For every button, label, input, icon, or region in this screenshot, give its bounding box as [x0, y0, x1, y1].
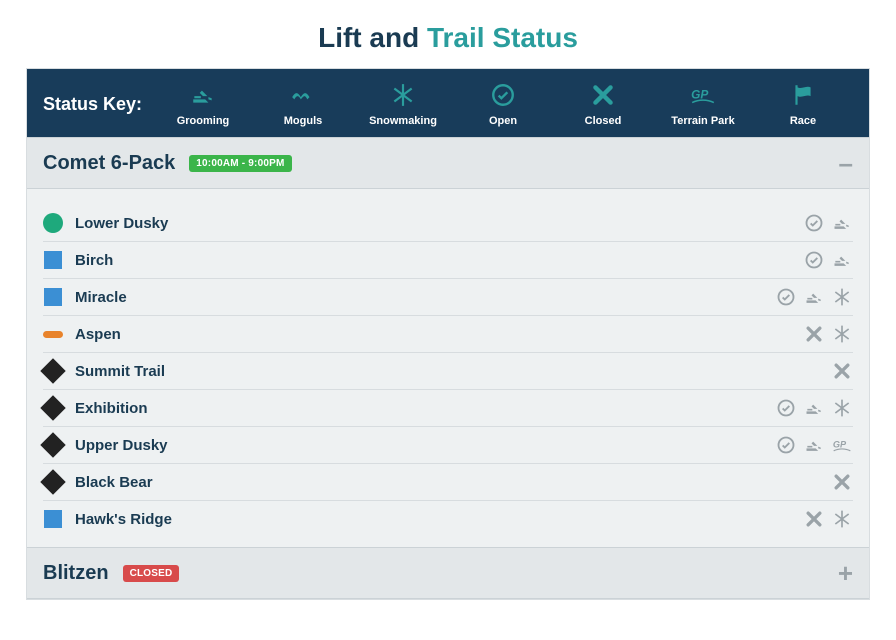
- legend-label: Race: [790, 115, 816, 127]
- difficulty-black-icon: [43, 398, 63, 418]
- title-prefix: Lift and: [318, 22, 427, 53]
- trail-name: Summit Trail: [75, 363, 165, 380]
- grooming-icon: [803, 286, 825, 308]
- trail-name: Black Bear: [75, 474, 153, 491]
- snowmaking-icon: [831, 286, 853, 308]
- legend-label: Snowmaking: [369, 115, 437, 127]
- status-container: Status Key: Grooming Moguls Snowmaking Open…: [26, 68, 870, 600]
- trail-row: Summit Trail: [43, 353, 853, 390]
- closed-icon: [803, 323, 825, 345]
- difficulty-blue-icon: [43, 287, 63, 307]
- trail-status-icons: [803, 323, 853, 345]
- lift-name: Comet 6-Pack: [43, 152, 175, 175]
- trail-status-icons: [775, 434, 853, 456]
- open-icon: [775, 397, 797, 419]
- legend-label: Closed: [585, 115, 622, 127]
- snowmaking-icon: [831, 323, 853, 345]
- grooming-icon: [190, 81, 216, 109]
- trail-row: Miracle: [43, 279, 853, 316]
- difficulty-blue-icon: [43, 250, 63, 270]
- legend-item-snowmaking: Snowmaking: [358, 81, 448, 127]
- trail-row: Hawk's Ridge: [43, 501, 853, 537]
- legend-label: Open: [489, 115, 517, 127]
- collapse-icon[interactable]: –: [839, 150, 853, 176]
- trail-status-icons: [803, 508, 853, 530]
- trail-name: Exhibition: [75, 400, 148, 417]
- trail-status-icons: [803, 212, 853, 234]
- difficulty-orange-icon: [43, 324, 63, 344]
- grooming-icon: [803, 434, 825, 456]
- lift-header[interactable]: Comet 6-Pack 10:00AM - 9:00PM –: [27, 137, 869, 189]
- trails-list: Lower Dusky Birch Miracle Aspen Summit Trail…: [27, 189, 869, 547]
- status-key-bar: Status Key: Grooming Moguls Snowmaking Open…: [27, 69, 869, 137]
- legend-item-open: Open: [458, 81, 548, 127]
- closed-icon: [590, 81, 616, 109]
- open-icon: [803, 249, 825, 271]
- terrainpark-icon: [831, 434, 853, 456]
- legend-label: Moguls: [284, 115, 323, 127]
- terrainpark-icon: [690, 81, 716, 109]
- open-icon: [775, 434, 797, 456]
- trail-row: Lower Dusky: [43, 205, 853, 242]
- trail-name: Upper Dusky: [75, 437, 168, 454]
- moguls-icon: [290, 81, 316, 109]
- legend-item-moguls: Moguls: [258, 81, 348, 127]
- legend-item-closed: Closed: [558, 81, 648, 127]
- closed-icon: [803, 508, 825, 530]
- difficulty-black-icon: [43, 361, 63, 381]
- trail-name: Miracle: [75, 289, 127, 306]
- snowmaking-icon: [831, 508, 853, 530]
- difficulty-black-icon: [43, 472, 63, 492]
- difficulty-blue-icon: [43, 509, 63, 529]
- legend-item-race: Race: [758, 81, 848, 127]
- grooming-icon: [831, 212, 853, 234]
- grooming-icon: [831, 249, 853, 271]
- lift-name: Blitzen: [43, 562, 109, 585]
- lift-badge: 10:00AM - 9:00PM: [189, 155, 291, 172]
- race-icon: [790, 81, 816, 109]
- trail-row: Exhibition: [43, 390, 853, 427]
- trail-status-icons: [775, 397, 853, 419]
- status-key-label: Status Key:: [43, 94, 153, 115]
- title-accent: Trail Status: [427, 22, 578, 53]
- trail-name: Aspen: [75, 326, 121, 343]
- difficulty-green-icon: [43, 213, 63, 233]
- trail-row: Black Bear: [43, 464, 853, 501]
- snowmaking-icon: [390, 81, 416, 109]
- expand-icon[interactable]: +: [838, 560, 853, 586]
- difficulty-black-icon: [43, 435, 63, 455]
- trail-status-icons: [803, 249, 853, 271]
- open-icon: [775, 286, 797, 308]
- trail-status-icons: [831, 360, 853, 382]
- open-icon: [490, 81, 516, 109]
- trail-status-icons: [831, 471, 853, 493]
- trail-row: Birch: [43, 242, 853, 279]
- trail-row: Upper Dusky: [43, 427, 853, 464]
- legend-item-terrainpark: Terrain Park: [658, 81, 748, 127]
- grooming-icon: [803, 397, 825, 419]
- closed-icon: [831, 360, 853, 382]
- status-key-legend: Grooming Moguls Snowmaking Open Closed Terrai…: [153, 81, 853, 127]
- open-icon: [803, 212, 825, 234]
- trail-name: Hawk's Ridge: [75, 511, 172, 528]
- lift-badge: CLOSED: [123, 565, 180, 582]
- trail-name: Birch: [75, 252, 113, 269]
- legend-label: Terrain Park: [671, 115, 734, 127]
- legend-item-grooming: Grooming: [158, 81, 248, 127]
- closed-icon: [831, 471, 853, 493]
- trail-name: Lower Dusky: [75, 215, 168, 232]
- page-title: Lift and Trail Status: [0, 0, 896, 68]
- legend-label: Grooming: [177, 115, 230, 127]
- trail-row: Aspen: [43, 316, 853, 353]
- trail-status-icons: [775, 286, 853, 308]
- lift-header[interactable]: Blitzen CLOSED +: [27, 547, 869, 599]
- snowmaking-icon: [831, 397, 853, 419]
